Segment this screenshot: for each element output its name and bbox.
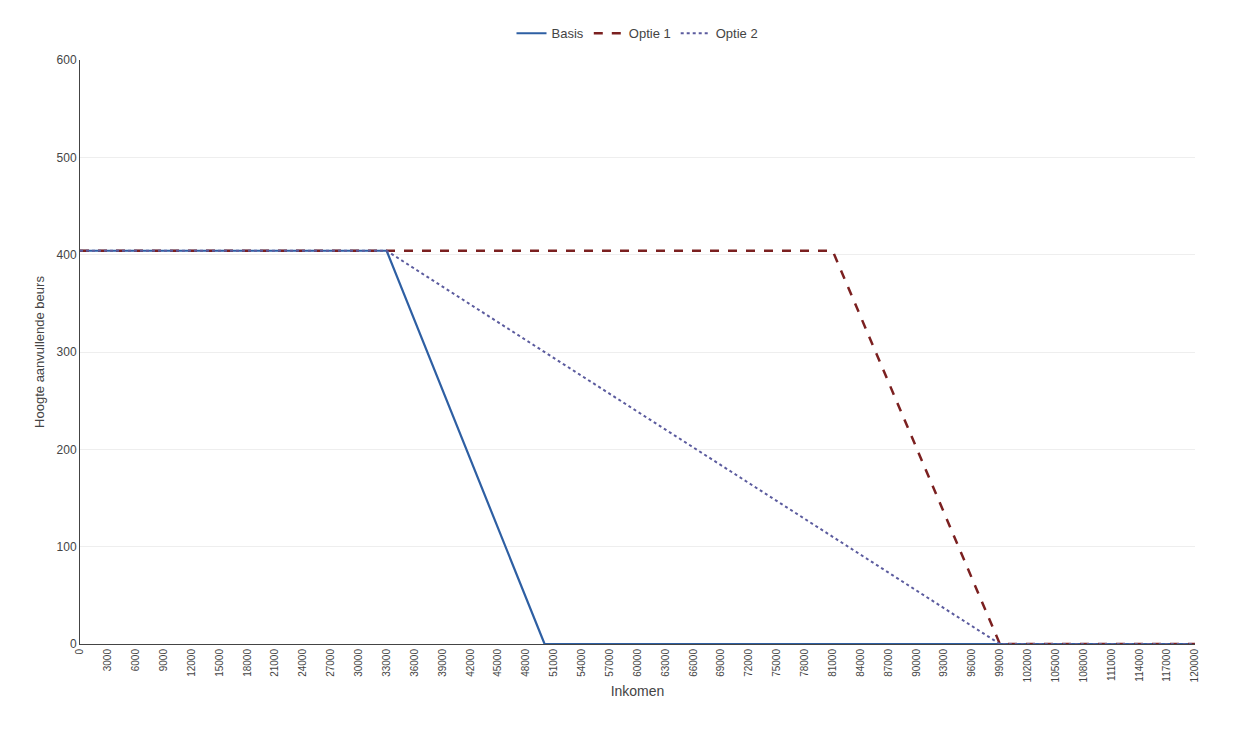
svg-text:3000: 3000 [102,649,113,672]
svg-text:42000: 42000 [465,649,476,677]
svg-text:114000: 114000 [1134,649,1145,682]
svg-text:Optie 1: Optie 1 [629,26,671,41]
svg-text:24000: 24000 [297,649,308,677]
svg-text:96000: 96000 [966,649,977,677]
svg-text:200: 200 [57,443,77,457]
svg-text:81000: 81000 [827,649,838,677]
svg-text:39000: 39000 [437,649,448,677]
svg-text:100: 100 [57,540,77,554]
svg-text:600: 600 [57,53,77,67]
svg-text:12000: 12000 [186,649,197,677]
svg-text:75000: 75000 [771,649,782,677]
svg-text:51000: 51000 [548,649,559,677]
svg-text:45000: 45000 [492,649,503,677]
svg-text:78000: 78000 [799,649,810,677]
svg-text:69000: 69000 [715,649,726,677]
svg-text:6000: 6000 [130,649,141,672]
svg-text:Optie 2: Optie 2 [716,26,758,41]
svg-text:0: 0 [74,649,85,655]
svg-text:54000: 54000 [576,649,587,677]
svg-text:117000: 117000 [1161,649,1172,682]
svg-text:60000: 60000 [632,649,643,677]
svg-text:15000: 15000 [214,649,225,677]
svg-text:93000: 93000 [938,649,949,677]
svg-text:48000: 48000 [520,649,531,677]
svg-text:400: 400 [57,248,77,262]
svg-text:18000: 18000 [242,649,253,677]
svg-text:105000: 105000 [1050,649,1061,683]
svg-text:90000: 90000 [911,649,922,677]
svg-text:84000: 84000 [855,649,866,677]
svg-text:108000: 108000 [1078,649,1089,683]
svg-text:9000: 9000 [158,649,169,672]
svg-text:111000: 111000 [1106,649,1117,681]
svg-text:120000: 120000 [1189,649,1200,683]
svg-text:66000: 66000 [688,649,699,677]
svg-text:300: 300 [57,345,77,359]
svg-text:500: 500 [57,151,77,165]
svg-text:Hoogte aanvullende beurs: Hoogte aanvullende beurs [32,276,47,428]
svg-text:87000: 87000 [883,649,894,677]
svg-text:27000: 27000 [325,649,336,677]
svg-text:63000: 63000 [660,649,671,677]
svg-text:Basis: Basis [552,26,584,41]
svg-text:21000: 21000 [269,649,280,677]
svg-text:72000: 72000 [743,649,754,677]
svg-text:102000: 102000 [1022,649,1033,683]
svg-text:0: 0 [70,637,77,651]
svg-text:30000: 30000 [353,649,364,677]
svg-text:99000: 99000 [994,649,1005,677]
svg-text:57000: 57000 [604,649,615,677]
svg-text:33000: 33000 [381,649,392,677]
svg-text:36000: 36000 [409,649,420,677]
svg-text:Inkomen: Inkomen [611,683,665,699]
